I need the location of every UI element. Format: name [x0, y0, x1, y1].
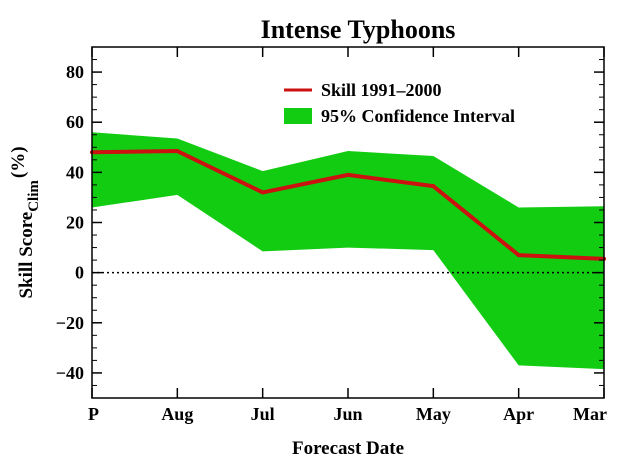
- x-tick-label: Mar: [573, 404, 607, 424]
- x-tick-label: P: [88, 404, 99, 424]
- skill-point: [346, 172, 350, 177]
- legend-band-swatch: [284, 108, 312, 124]
- skill-line-layer: [90, 149, 606, 261]
- y-ticks: 80 60 40 20 0 −20 −40: [56, 46, 604, 399]
- y-axis-label-subscript: Clim: [26, 180, 42, 212]
- skill-point: [175, 149, 180, 154]
- x-tick-label: May: [416, 404, 451, 424]
- y-tick-label: −20: [56, 313, 84, 333]
- y-tick-label: 60: [66, 112, 84, 132]
- x-ticks: P Aug Jul Jun May Apr Mar: [88, 47, 607, 424]
- legend-skill-label: Skill 1991–2000: [321, 80, 442, 100]
- y-tick-label: 80: [66, 62, 84, 82]
- y-tick-label: 20: [66, 213, 84, 233]
- x-tick-label: Jul: [251, 404, 275, 424]
- legend-band-label: 95% Confidence Interval: [321, 106, 515, 126]
- confidence-band-layer: [92, 132, 604, 370]
- x-axis-label: Forecast Date: [292, 438, 404, 459]
- skill-point: [516, 253, 521, 258]
- y-tick-label: 0: [75, 263, 84, 283]
- y-tick-label: 40: [66, 162, 84, 182]
- x-tick-label: Aug: [161, 404, 193, 424]
- y-axis-label-unit: (%): [8, 146, 29, 178]
- y-axis-label-main: Skill Score: [16, 212, 37, 299]
- legend: Skill 1991–2000 95% Confidence Interval: [284, 80, 515, 126]
- y-tick-label: −40: [56, 363, 84, 383]
- skill-point: [260, 190, 265, 195]
- skill-point: [431, 184, 436, 189]
- confidence-band: [92, 132, 604, 370]
- x-tick-label: Apr: [503, 404, 534, 424]
- x-tick-label: Jun: [333, 404, 362, 424]
- chart-title: Intense Typhoons: [261, 15, 456, 44]
- y-axis-label: Skill ScoreClim (%): [8, 146, 42, 298]
